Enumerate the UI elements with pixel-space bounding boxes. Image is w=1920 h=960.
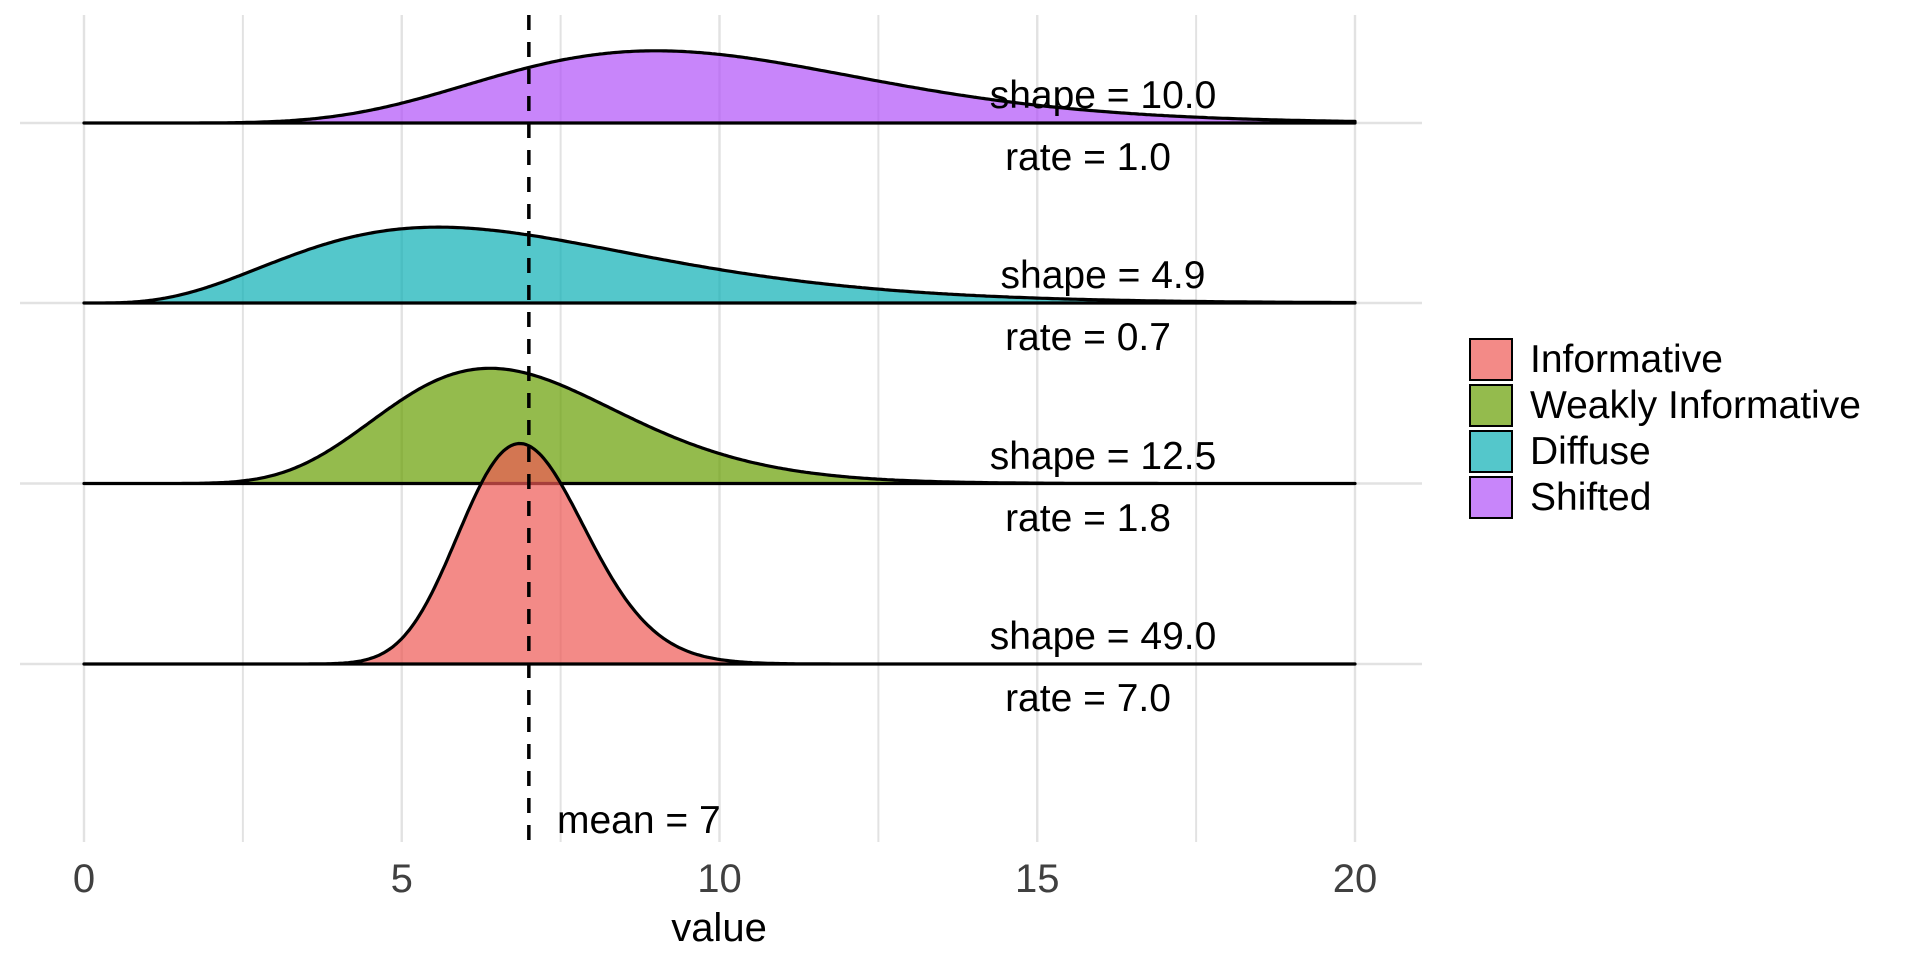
x-tick-label-0: 0 bbox=[72, 857, 96, 901]
annotation-rate-diffuse: rate = 0.7 bbox=[1005, 316, 1171, 359]
x-tick-label-5: 5 bbox=[390, 857, 413, 901]
ridge-weakly-informative bbox=[82, 366, 1357, 486]
legend-row-informative: Informative bbox=[1469, 338, 1861, 381]
legend: Informative Weakly Informative Diffuse S… bbox=[1469, 338, 1861, 522]
annotation-rate-shifted: rate = 1.0 bbox=[1005, 136, 1171, 179]
legend-swatch-diffuse bbox=[1469, 430, 1513, 473]
legend-row-shifted: Shifted bbox=[1469, 476, 1861, 519]
legend-swatch-weakly-informative bbox=[1469, 384, 1513, 427]
annotation-shape-shifted: shape = 10.0 bbox=[989, 74, 1217, 117]
annotation-rate-weakly-informative: rate = 1.8 bbox=[1005, 496, 1171, 540]
legend-swatch-informative bbox=[1469, 338, 1513, 381]
x-tick-label-10: 10 bbox=[697, 857, 742, 901]
legend-row-weakly-informative: Weakly Informative bbox=[1469, 384, 1861, 427]
annotation-shape-diffuse: shape = 4.9 bbox=[1000, 254, 1206, 297]
legend-swatch-shifted bbox=[1469, 476, 1513, 519]
legend-label-diffuse: Diffuse bbox=[1530, 430, 1651, 473]
legend-label-informative: Informative bbox=[1530, 338, 1723, 381]
ridge-diffuse bbox=[82, 225, 1357, 305]
annotation-rate-informative: rate = 7.0 bbox=[1005, 677, 1171, 720]
legend-row-diffuse: Diffuse bbox=[1469, 430, 1861, 473]
legend-label-weakly-informative: Weakly Informative bbox=[1530, 384, 1861, 427]
x-tick-label-20: 20 bbox=[1332, 857, 1378, 901]
x-tick-label-15: 15 bbox=[1015, 857, 1060, 901]
ridge-informative bbox=[82, 441, 1357, 666]
x-axis-title: value bbox=[671, 906, 767, 950]
legend-label-shifted: Shifted bbox=[1530, 476, 1652, 519]
annotation-mean-line: mean = 7 bbox=[557, 799, 721, 842]
annotation-shape-weakly-informative: shape = 12.5 bbox=[989, 434, 1217, 478]
annotation-shape-informative: shape = 49.0 bbox=[989, 615, 1217, 658]
ridge-shifted bbox=[82, 49, 1357, 125]
